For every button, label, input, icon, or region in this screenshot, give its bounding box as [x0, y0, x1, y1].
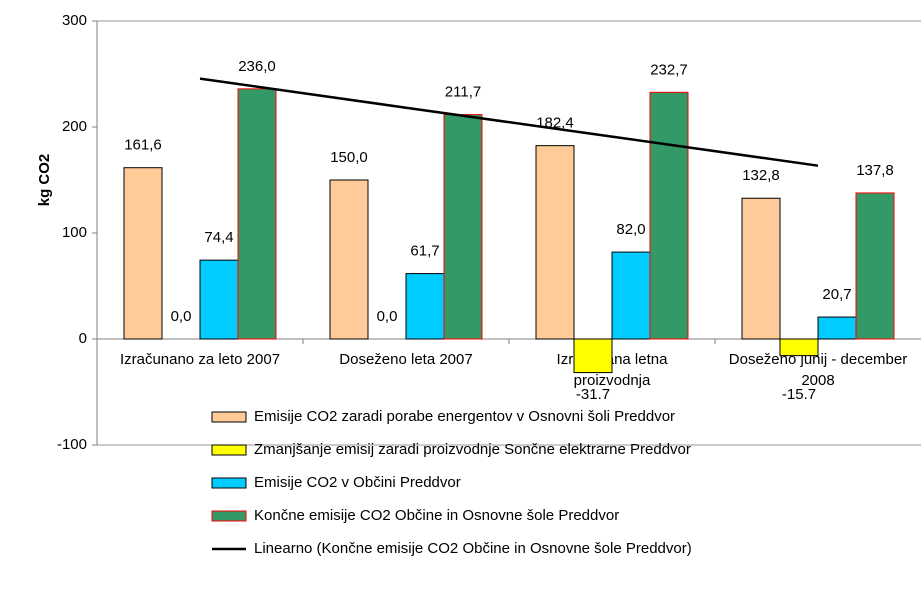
bar — [443, 114, 483, 340]
bar — [817, 316, 857, 340]
bar — [237, 88, 277, 340]
y-tick-label: -100 — [57, 436, 87, 453]
legend-label: Linearno (Končne emisije CO2 Občine in O… — [254, 540, 692, 557]
bar — [573, 338, 613, 374]
y-tick-label: 0 — [79, 330, 87, 347]
x-tick-label-box: Izračunano za leto 2007 — [119, 351, 281, 368]
data-label: -15.7 — [782, 386, 816, 403]
data-label: 232,7 — [650, 61, 688, 78]
legend-label: Zmanjšanje emisij zaradi proizvodnje Son… — [254, 441, 691, 458]
bar — [611, 251, 651, 340]
bar — [779, 338, 819, 357]
x-tick-label-box: Doseženo leta 2007 — [339, 351, 473, 368]
legend-label: Končne emisije CO2 Občine in Osnovne šol… — [254, 507, 619, 524]
bar — [741, 197, 781, 340]
y-tick-label: 300 — [62, 12, 87, 29]
legend-swatch — [211, 510, 247, 522]
data-label: 137,8 — [856, 162, 894, 179]
bar — [855, 192, 895, 340]
y-tick-label: 200 — [62, 118, 87, 135]
x-tick-label: Doseženo junij - december 2008 — [728, 351, 908, 389]
data-label: 161,6 — [124, 137, 162, 154]
bar — [329, 179, 369, 340]
data-label: 82,0 — [616, 221, 645, 238]
x-tick-label: Izračunano za leto 2007 — [119, 351, 281, 368]
legend-label: Emisije CO2 v Občini Preddvor — [254, 474, 461, 491]
x-tick-label-box: Doseženo junij - december 2008 — [728, 351, 908, 389]
data-label: 150,0 — [330, 149, 368, 166]
bar — [405, 273, 445, 340]
y-axis-label: kg CO2 — [36, 154, 53, 207]
data-label: -31.7 — [576, 386, 610, 403]
trend-line — [199, 77, 819, 167]
data-label: 132,8 — [742, 167, 780, 184]
legend-swatch — [211, 411, 247, 423]
x-tick-label: Doseženo leta 2007 — [339, 351, 473, 368]
data-label: 211,7 — [445, 84, 481, 101]
y-tick-label: 100 — [62, 224, 87, 241]
data-label: 61,7 — [410, 243, 439, 260]
bar — [199, 259, 239, 340]
bar — [123, 167, 163, 340]
legend-label: Emisije CO2 zaradi porabe energentov v O… — [254, 408, 675, 425]
bar — [535, 145, 575, 340]
legend-swatch — [211, 444, 247, 456]
data-label: 0,0 — [377, 308, 398, 325]
data-label: 0,0 — [171, 308, 192, 325]
data-label: 236,0 — [238, 58, 276, 75]
bar — [649, 91, 689, 340]
data-label: 74,4 — [204, 229, 233, 246]
legend-swatch — [211, 477, 247, 489]
data-label: 20,7 — [822, 286, 851, 303]
